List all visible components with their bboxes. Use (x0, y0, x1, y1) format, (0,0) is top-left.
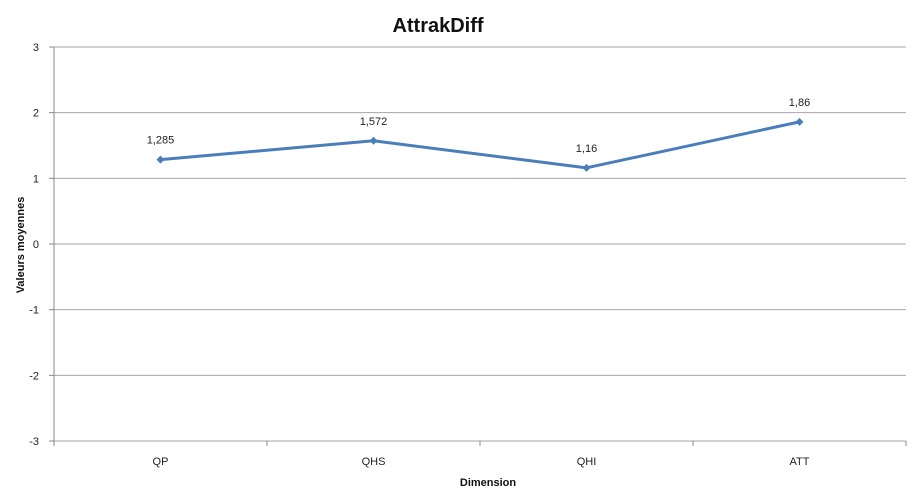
x-tick-label: QP (153, 456, 169, 468)
x-tick-labels: QP QHS QHI ATT (153, 456, 810, 468)
data-label: 1,16 (576, 143, 597, 155)
y-tick-label: 1 (33, 173, 39, 185)
y-tick-label: -3 (29, 436, 39, 448)
data-label: 1,86 (789, 97, 810, 109)
series-line (159, 120, 801, 170)
x-tick-label: ATT (790, 456, 810, 468)
data-point-marker (156, 155, 165, 164)
gridlines (54, 46, 906, 442)
data-point-marker (582, 163, 591, 172)
y-tick-label: 2 (33, 108, 39, 120)
chart-title: AttrakDiff (392, 15, 483, 37)
data-series (156, 117, 804, 172)
x-tick-label: QHI (577, 456, 597, 468)
data-labels: 1,285 1,572 1,16 1,86 (147, 97, 810, 155)
data-label: 1,285 (147, 135, 175, 147)
data-point-marker (369, 136, 378, 145)
y-axis-title: Valeurs moyennes (15, 197, 27, 294)
y-tick-label: 3 (33, 42, 39, 54)
y-tick-label: -2 (29, 370, 39, 382)
x-tick-label: QHS (362, 456, 386, 468)
data-label: 1,572 (360, 116, 388, 128)
y-tick-label: 0 (33, 239, 39, 251)
y-tick-labels: -3 -2 -1 0 1 2 3 (29, 42, 39, 448)
data-point-marker (795, 117, 804, 126)
axes (49, 46, 907, 446)
y-tick-label: -1 (29, 305, 39, 317)
x-axis-title: Dimension (460, 477, 517, 489)
